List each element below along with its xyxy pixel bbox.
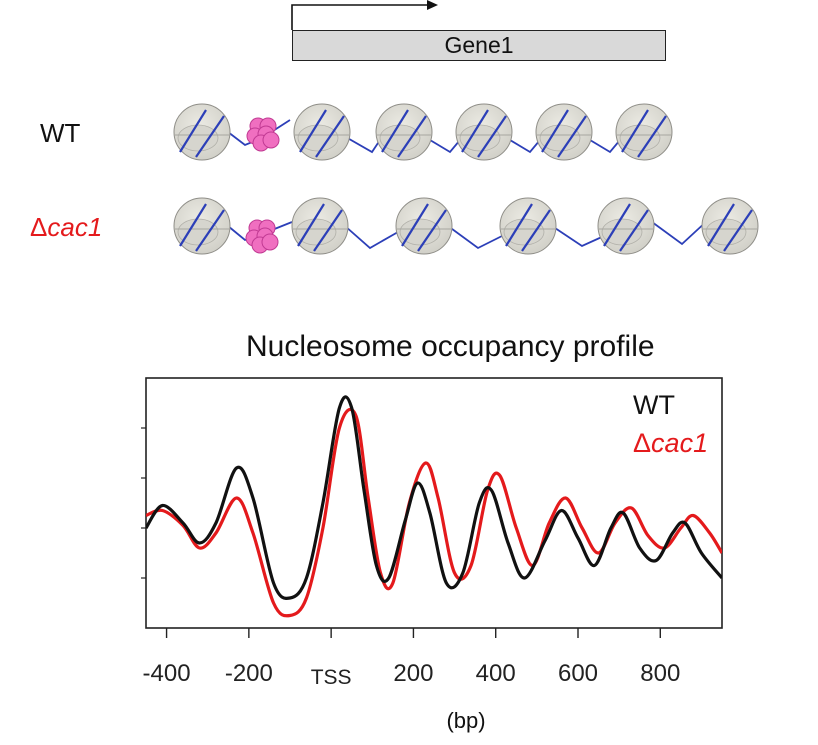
x-tick-label: -200 xyxy=(224,660,273,687)
tss-arrow-head xyxy=(427,0,438,10)
x-tick-label: 200 xyxy=(393,660,434,687)
pink-protein-cluster-icon xyxy=(246,117,280,152)
cac1-row-label: Δcac1 xyxy=(30,212,102,243)
y-axis xyxy=(141,427,146,579)
cac1-nucleosome-row xyxy=(173,197,759,255)
wt-nucleosome-row xyxy=(173,103,673,161)
x-axis xyxy=(165,628,661,638)
series-line-wt xyxy=(146,395,722,600)
nucleosome-icon xyxy=(535,103,593,161)
x-tick-label: 600 xyxy=(557,660,599,687)
x-tick-label: 400 xyxy=(475,660,516,687)
series-line-cac1 xyxy=(146,407,722,618)
nucleosome-icon xyxy=(395,197,453,255)
cac1-italic: cac1 xyxy=(47,212,103,242)
plot-frame xyxy=(145,377,723,629)
wt-row-label: WT xyxy=(40,118,81,148)
nucleosome-icon xyxy=(173,197,231,255)
x-tick-label: -400 xyxy=(142,660,191,687)
gene1-box: Gene1 xyxy=(292,30,666,61)
nucleosome-icon xyxy=(597,197,655,255)
cac1-delta: Δ xyxy=(30,212,48,242)
x-axis-label: (bp) xyxy=(446,708,486,733)
nucleosome-icon xyxy=(375,103,433,161)
nucleosome-icon xyxy=(293,103,351,161)
gene-schematic xyxy=(173,0,759,255)
nucleosome-icon xyxy=(173,103,231,161)
occupancy-chart xyxy=(141,377,723,638)
nucleosome-icon xyxy=(499,197,557,255)
gene1-label: Gene1 xyxy=(444,32,514,58)
nucleosome-icon xyxy=(291,197,349,255)
series-lines xyxy=(146,395,722,618)
chart-title: Nucleosome occupancy profile xyxy=(246,330,655,363)
tss-arrow xyxy=(291,4,430,30)
legend-cac1: Δcac1 xyxy=(633,428,709,458)
nucleosome-icon xyxy=(701,197,759,255)
pink-protein-cluster-icon xyxy=(245,219,279,254)
nucleosome-icon xyxy=(615,103,673,161)
x-tick-label: 800 xyxy=(640,660,681,687)
nucleosome-icon xyxy=(455,103,513,161)
legend-wt: WT xyxy=(633,390,675,420)
x-tick-label: TSS xyxy=(310,666,352,689)
